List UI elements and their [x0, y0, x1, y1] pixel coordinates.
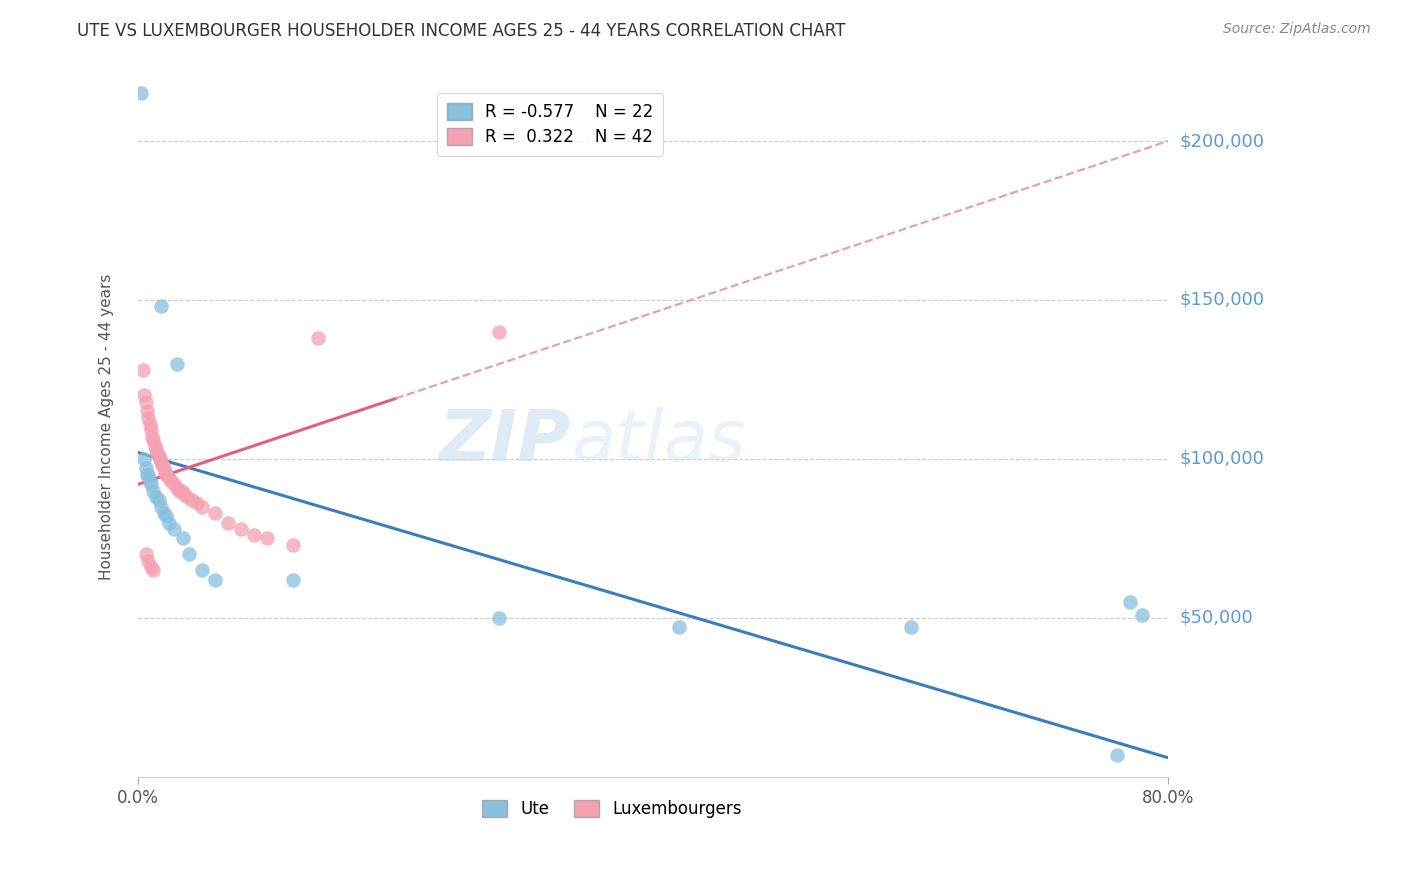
Point [1118, 595, 1140, 609]
Point [668, 620, 690, 634]
Point [1105, 747, 1128, 762]
Point [132, 363, 155, 377]
Point [256, 532, 278, 546]
Point [135, 461, 157, 475]
Point [229, 522, 252, 536]
Y-axis label: Householder Income Ages 25 - 44 years: Householder Income Ages 25 - 44 years [100, 274, 114, 581]
Point [150, 299, 173, 313]
Text: UTE VS LUXEMBOURGER HOUSEHOLDER INCOME AGES 25 - 44 YEARS CORRELATION CHART: UTE VS LUXEMBOURGER HOUSEHOLDER INCOME A… [77, 22, 845, 40]
Point [142, 563, 165, 577]
Point [281, 573, 304, 587]
Text: $50,000: $50,000 [1180, 609, 1253, 627]
Point [152, 458, 174, 473]
Text: atlas: atlas [571, 407, 745, 475]
Point [166, 357, 188, 371]
Point [179, 547, 201, 561]
Point [148, 449, 170, 463]
Point [166, 481, 188, 495]
Point [157, 471, 180, 485]
Point [139, 477, 162, 491]
Point [135, 394, 157, 409]
Text: $150,000: $150,000 [1180, 291, 1264, 309]
Point [145, 442, 167, 457]
Legend: Ute, Luxembourgers: Ute, Luxembourgers [475, 793, 748, 824]
Point [153, 465, 176, 479]
Point [150, 500, 173, 514]
Point [160, 474, 183, 488]
Point [136, 410, 159, 425]
Point [136, 467, 159, 482]
Point [172, 532, 194, 546]
Point [155, 467, 177, 482]
Point [136, 404, 159, 418]
Point [204, 506, 226, 520]
Text: $200,000: $200,000 [1180, 132, 1264, 150]
Point [307, 331, 329, 345]
Text: ZIP: ZIP [439, 407, 571, 475]
Point [142, 433, 165, 447]
Point [149, 452, 172, 467]
Point [138, 474, 160, 488]
Point [1132, 607, 1154, 622]
Point [157, 516, 180, 530]
Point [181, 493, 204, 508]
Point [155, 509, 177, 524]
Point [150, 455, 173, 469]
Point [488, 611, 510, 625]
Point [173, 487, 195, 501]
Point [176, 490, 198, 504]
Point [129, 87, 152, 101]
Point [163, 477, 186, 491]
Point [136, 467, 159, 482]
Point [148, 493, 170, 508]
Point [900, 620, 922, 634]
Point [143, 439, 166, 453]
Point [146, 445, 169, 459]
Point [488, 325, 510, 339]
Point [134, 452, 156, 467]
Point [145, 490, 167, 504]
Point [281, 538, 304, 552]
Point [141, 430, 163, 444]
Point [204, 573, 226, 587]
Point [138, 417, 160, 431]
Point [134, 388, 156, 402]
Point [191, 563, 214, 577]
Point [243, 528, 266, 542]
Point [152, 461, 174, 475]
Point [135, 547, 157, 561]
Text: $100,000: $100,000 [1180, 450, 1264, 468]
Text: Source: ZipAtlas.com: Source: ZipAtlas.com [1223, 22, 1371, 37]
Point [191, 500, 214, 514]
Point [142, 483, 165, 498]
Point [139, 423, 162, 437]
Point [170, 483, 193, 498]
Point [136, 554, 159, 568]
Point [186, 496, 208, 510]
Point [167, 483, 190, 498]
Point [139, 560, 162, 574]
Point [217, 516, 239, 530]
Point [152, 506, 174, 520]
Point [163, 522, 186, 536]
